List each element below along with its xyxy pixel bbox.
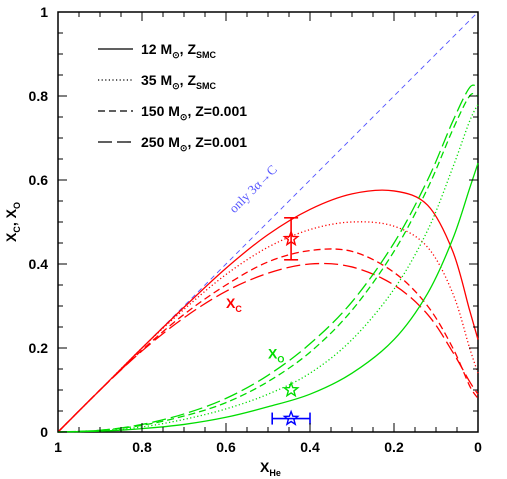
series-o-dotted [57,104,479,433]
y-tick-label: 0.8 [29,88,49,104]
x-tick-label: 0.6 [216,439,236,455]
y-tick-label: 0.4 [29,256,49,272]
helium-observation [271,409,311,426]
legend-item-short-dash: 150 M⊙, Z=0.001 [98,103,247,122]
helium-observation-star-icon [282,409,300,426]
y-tick-label: 0.2 [29,340,49,356]
x-tick-label: 0.8 [132,439,152,455]
legend-item-solid: 12 M⊙, ZSMC [98,41,217,60]
series-o-long-dash [57,84,479,433]
y-axis-label: XC, XO [3,202,22,242]
tick-layer: 1 0.8 0.6 0.4 0.2 0 0 0.2 0.4 0.6 0.8 1 [29,4,483,455]
series-layer [57,84,479,433]
legend-item-dotted: 35 M⊙, ZSMC [98,72,217,91]
series-c-short-dash [57,248,479,433]
series-c-long-dash [57,262,479,433]
series-o-short-dash [57,92,479,433]
legend-label: 35 M⊙, ZSMC [141,72,217,91]
x-axis-label: XHe [260,459,281,478]
xo-annotation: XO [268,346,284,365]
y-tick-label: 0 [40,424,48,440]
legend-item-long-dash: 250 M⊙, Z=0.001 [98,134,247,153]
legend-label: 150 M⊙, Z=0.001 [141,103,247,122]
oxygen-observation-star-icon [282,381,300,398]
y-tick-label: 1 [40,4,48,20]
y-tick-label: 0.6 [29,172,49,188]
reference-line-label: only 3α→C [226,162,280,216]
xc-annotation: XC [226,295,242,314]
x-tick-label: 0 [474,439,482,455]
x-tick-label: 1 [54,439,62,455]
carbon-observation-star-icon [282,229,300,247]
series-c-dotted [57,221,479,433]
label-layer: XHe XC, XO XC XO [3,202,284,478]
legend-label: 12 M⊙, ZSMC [141,41,217,60]
series-o-solid [57,162,479,433]
x-tick-label: 0.4 [300,439,320,455]
legend-label: 250 M⊙, Z=0.001 [141,134,247,153]
series-c-solid [57,189,479,433]
carbon-observation [282,217,300,261]
legend: 12 M⊙, ZSMC 35 M⊙, ZSMC 150 M⊙, Z=0.001 250… [98,41,247,153]
oxygen-observation [282,381,300,398]
x-tick-label: 0.2 [384,439,404,455]
observation-layer [271,217,311,426]
